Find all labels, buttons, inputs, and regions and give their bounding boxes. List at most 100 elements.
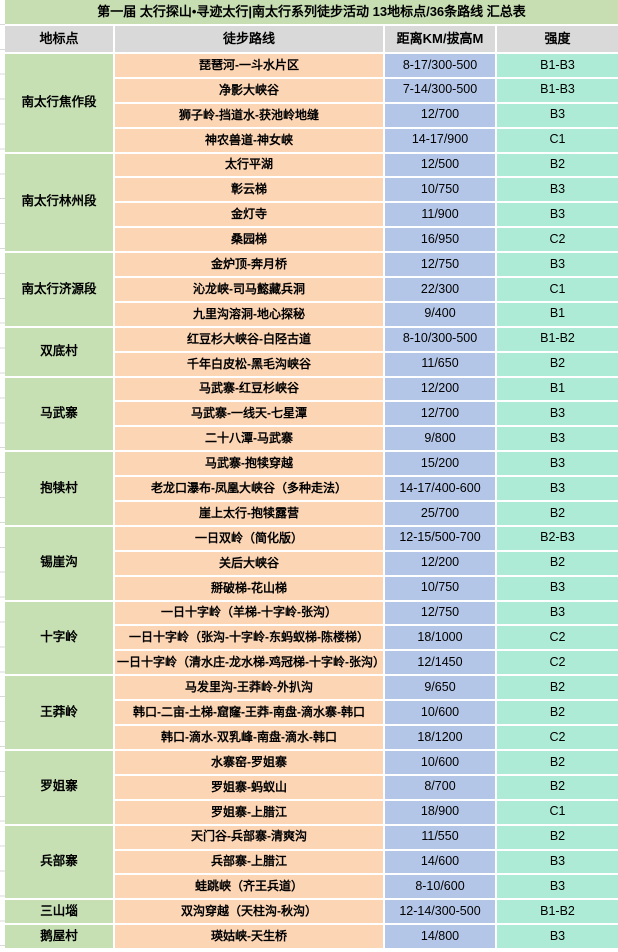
distance-cell[interactable]: 15/200 [385, 452, 497, 478]
route-cell[interactable]: 罗姐寨-上腊江 [115, 800, 385, 826]
grade-cell[interactable]: B2-B3 [497, 526, 618, 552]
route-cell[interactable]: 天门谷-兵部寨-清爽沟 [115, 825, 385, 851]
route-cell[interactable]: 韩口-二亩-土梯-窟窿-王莽-南盘-滴水寨-韩口 [115, 701, 385, 727]
distance-cell[interactable]: 8-10/300-500 [385, 327, 497, 353]
distance-cell[interactable]: 12-14/300-500 [385, 900, 497, 926]
grade-cell[interactable]: B3 [497, 103, 618, 129]
grade-cell[interactable]: B3 [497, 477, 618, 503]
route-cell[interactable]: 太行平湖 [115, 153, 385, 179]
route-cell[interactable]: 一日十字岭（羊梯-十字岭-张沟） [115, 601, 385, 627]
distance-cell[interactable]: 14-17/900 [385, 128, 497, 154]
grade-cell[interactable]: C2 [497, 626, 618, 652]
grade-cell[interactable]: B2 [497, 153, 618, 179]
grade-cell[interactable]: B2 [497, 825, 618, 851]
grade-cell[interactable]: B2 [497, 502, 618, 527]
distance-cell[interactable]: 9/800 [385, 427, 497, 453]
route-cell[interactable]: 金炉顶-奔月桥 [115, 253, 385, 279]
landmark-cell[interactable]: 南太行焦作段 [5, 54, 115, 154]
grade-cell[interactable]: B2 [497, 551, 618, 577]
route-cell[interactable]: 彰云梯 [115, 178, 385, 204]
route-cell[interactable]: 千年白皮松-黑毛沟峡谷 [115, 352, 385, 378]
grade-cell[interactable]: B1-B2 [497, 327, 618, 353]
distance-cell[interactable]: 10/600 [385, 750, 497, 776]
table-title-cell[interactable]: 第一届 太行探山•寻迹太行|南太行系列徒步活动 13地标点/36条路线 汇总表 [5, 0, 618, 26]
grade-cell[interactable]: B3 [497, 875, 618, 901]
distance-cell[interactable]: 11/900 [385, 203, 497, 229]
distance-cell[interactable]: 12/200 [385, 551, 497, 577]
distance-cell[interactable]: 12/700 [385, 103, 497, 129]
route-cell[interactable]: 韩口-滴水-双乳峰-南盘-滴水-韩口 [115, 726, 385, 751]
grade-cell[interactable]: B3 [497, 601, 618, 627]
distance-cell[interactable]: 12/200 [385, 377, 497, 403]
distance-cell[interactable]: 10/750 [385, 178, 497, 204]
distance-cell[interactable]: 10/600 [385, 701, 497, 727]
landmark-cell[interactable]: 十字岭 [5, 601, 115, 677]
grade-cell[interactable]: C1 [497, 278, 618, 303]
column-header-distance[interactable]: 距离KM/拔高M [385, 26, 497, 54]
route-cell[interactable]: 双沟穿越（天柱沟-秋沟） [115, 900, 385, 926]
distance-cell[interactable]: 18/900 [385, 800, 497, 826]
distance-cell[interactable]: 9/400 [385, 302, 497, 328]
route-cell[interactable]: 水寨窑-罗姐寨 [115, 750, 385, 776]
grade-cell[interactable]: B1-B2 [497, 900, 618, 926]
route-cell[interactable]: 狮子岭-挡道水-获池岭地缝 [115, 103, 385, 129]
route-cell[interactable]: 兵部寨-上腊江 [115, 850, 385, 876]
landmark-cell[interactable]: 王莽岭 [5, 676, 115, 751]
grade-cell[interactable]: B3 [497, 576, 618, 602]
landmark-cell[interactable]: 南太行济源段 [5, 253, 115, 328]
route-cell[interactable]: 一日双岭（简化版） [115, 526, 385, 552]
route-cell[interactable]: 马发里沟-王莽岭-外扒沟 [115, 676, 385, 702]
route-cell[interactable]: 马武寨-一线天-七星潭 [115, 402, 385, 428]
distance-cell[interactable]: 11/550 [385, 825, 497, 851]
route-cell[interactable]: 关后大峡谷 [115, 551, 385, 577]
grade-cell[interactable]: B1 [497, 377, 618, 403]
grade-cell[interactable]: B1-B3 [497, 78, 618, 104]
grade-cell[interactable]: B3 [497, 203, 618, 229]
route-cell[interactable]: 一日十字岭（张沟-十字岭-东蚂蚁梯-陈楼梯） [115, 626, 385, 652]
grade-cell[interactable]: B2 [497, 750, 618, 776]
grade-cell[interactable]: B3 [497, 178, 618, 204]
distance-cell[interactable]: 12/1450 [385, 651, 497, 677]
grade-cell[interactable]: B2 [497, 701, 618, 727]
route-cell[interactable]: 一日十字岭（清水庄-龙水梯-鸡冠梯-十字岭-张沟） [115, 651, 385, 677]
distance-cell[interactable]: 12/750 [385, 253, 497, 279]
distance-cell[interactable]: 25/700 [385, 502, 497, 527]
distance-cell[interactable]: 11/650 [385, 352, 497, 378]
grade-cell[interactable]: C2 [497, 651, 618, 677]
landmark-cell[interactable]: 兵部寨 [5, 825, 115, 901]
route-cell[interactable]: 老龙口瀑布-凤凰大峡谷（多种走法） [115, 477, 385, 503]
distance-cell[interactable]: 12/700 [385, 402, 497, 428]
grade-cell[interactable]: B3 [497, 925, 618, 951]
grade-cell[interactable]: B3 [497, 452, 618, 478]
grade-cell[interactable]: B2 [497, 676, 618, 702]
grade-cell[interactable]: C1 [497, 128, 618, 154]
column-header-grade[interactable]: 强度 [497, 26, 618, 54]
distance-cell[interactable]: 8-10/600 [385, 875, 497, 901]
distance-cell[interactable]: 14/600 [385, 850, 497, 876]
route-cell[interactable]: 金灯寺 [115, 203, 385, 229]
landmark-cell[interactable]: 抱犊村 [5, 452, 115, 527]
distance-cell[interactable]: 18/1000 [385, 626, 497, 652]
grade-cell[interactable]: B1-B3 [497, 54, 618, 79]
distance-cell[interactable]: 12/750 [385, 601, 497, 627]
route-cell[interactable]: 罗姐寨-蚂蚁山 [115, 775, 385, 801]
grade-cell[interactable]: C1 [497, 800, 618, 826]
route-cell[interactable]: 九里沟溶洞-地心探秘 [115, 302, 385, 328]
distance-cell[interactable]: 16/950 [385, 228, 497, 254]
grade-cell[interactable]: B2 [497, 352, 618, 378]
distance-cell[interactable]: 8/700 [385, 775, 497, 801]
distance-cell[interactable]: 18/1200 [385, 726, 497, 751]
route-cell[interactable]: 马武寨-红豆杉峡谷 [115, 377, 385, 403]
route-cell[interactable]: 马武寨-抱犊穿越 [115, 452, 385, 478]
route-cell[interactable]: 蛙跳峡（齐王兵道） [115, 875, 385, 901]
route-cell[interactable]: 掰破梯-花山梯 [115, 576, 385, 602]
landmark-cell[interactable]: 锡崖沟 [5, 526, 115, 602]
column-header-route[interactable]: 徒步路线 [115, 26, 385, 54]
landmark-cell[interactable]: 罗姐寨 [5, 750, 115, 826]
distance-cell[interactable]: 12-15/500-700 [385, 526, 497, 552]
distance-cell[interactable]: 10/750 [385, 576, 497, 602]
grade-cell[interactable]: C2 [497, 228, 618, 254]
route-cell[interactable]: 净影大峡谷 [115, 78, 385, 104]
route-cell[interactable]: 二十八潭-马武寨 [115, 427, 385, 453]
route-cell[interactable]: 瑛姑峡-天生桥 [115, 925, 385, 951]
